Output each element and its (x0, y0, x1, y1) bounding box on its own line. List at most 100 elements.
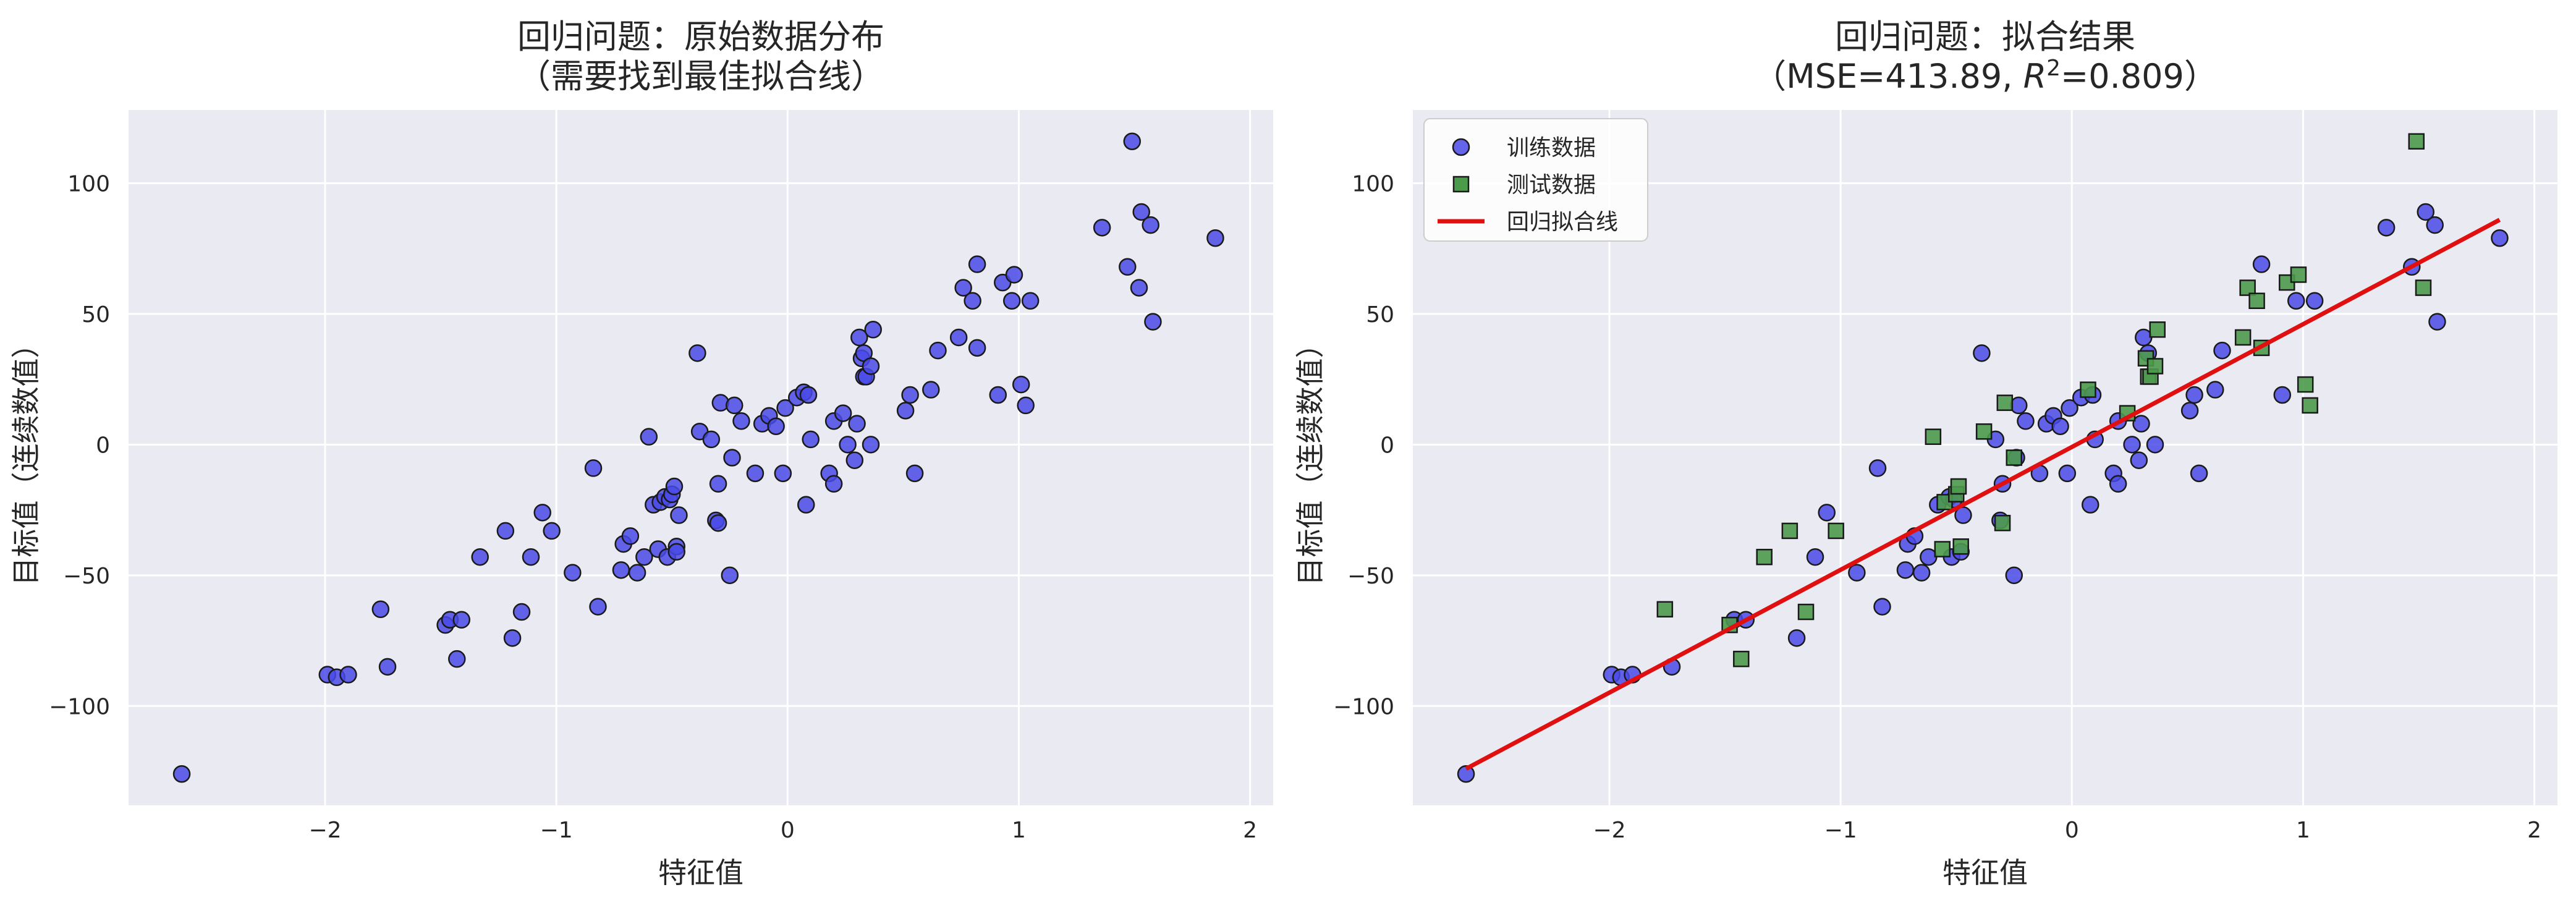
data-point (621, 527, 640, 545)
data-point (378, 658, 397, 676)
train-data-point (1818, 504, 1836, 522)
train-data-point (2109, 475, 2127, 493)
right-grid (1413, 110, 2557, 805)
data-point (949, 328, 968, 347)
train-data-point (2426, 216, 2444, 234)
y-tick-label: −50 (1347, 564, 1394, 589)
test-data-point (2149, 321, 2166, 338)
left-x-axis-label: 特征值 (658, 856, 744, 889)
train-data-point (2213, 341, 2231, 360)
test-data-point (1975, 423, 1993, 440)
test-data-point (1994, 514, 2011, 532)
data-point (776, 399, 794, 417)
legend-label: 回归拟合线 (1507, 210, 1618, 235)
data-point (512, 603, 531, 621)
data-point (670, 506, 688, 524)
data-point (503, 629, 522, 647)
y-tick-label: −50 (63, 564, 110, 589)
train-data-point (1806, 548, 1824, 566)
test-data-point (1797, 603, 1815, 621)
test-data-point (2415, 279, 2432, 296)
data-point (688, 344, 706, 362)
x-tick-label: 1 (2296, 818, 2310, 843)
test-data-point (2408, 133, 2425, 150)
data-point (968, 339, 986, 357)
data-point (862, 357, 880, 375)
right-tick-labels: −2 −1 0 1 2 −100 −50 0 50 100 (1333, 171, 2541, 843)
data-point (640, 428, 658, 446)
train-data-point (1868, 459, 1887, 477)
data-point (371, 600, 390, 619)
y-tick-label: 0 (96, 433, 110, 458)
data-point (667, 543, 685, 561)
test-data-point (1828, 522, 1844, 540)
train-data-point (2417, 203, 2434, 221)
x-tick-label: −1 (1824, 818, 1857, 843)
test-data-point (1781, 522, 1799, 540)
y-tick-label: 50 (1366, 302, 1394, 328)
data-point (845, 451, 864, 469)
left-tick-labels: −2 −1 0 1 2 −100 −50 0 50 100 (49, 171, 1257, 843)
test-data-point (2248, 292, 2265, 309)
test-data-point (2006, 449, 2023, 466)
data-point (896, 402, 915, 420)
data-point (802, 430, 820, 449)
data-point (1144, 313, 1162, 331)
right-data-points (1457, 133, 2509, 783)
left-y-axis-label: 目标值（连续数值） (9, 330, 43, 586)
data-point (1119, 258, 1137, 276)
train-data-point (2273, 386, 2292, 404)
train-data-point (2377, 219, 2396, 237)
y-tick-label: 100 (67, 171, 110, 197)
x-tick-label: 2 (1243, 818, 1257, 843)
left-plot-area (129, 110, 1273, 805)
data-point (723, 449, 741, 467)
train-data-point (2005, 566, 2023, 585)
right-chart-panel: −2 −1 0 1 2 −100 −50 0 50 100 回归问题：拟合结果 （MSE=413.… (1294, 17, 2557, 889)
data-point (635, 548, 653, 566)
test-data-point (2297, 376, 2314, 393)
train-data-point (2051, 417, 2069, 435)
data-point (1021, 292, 1040, 310)
data-point (834, 404, 852, 422)
train-data-point (2010, 396, 2028, 415)
data-point (954, 279, 972, 297)
right-subtitle-prefix: （MSE=413.89, (1753, 57, 2023, 96)
data-point (922, 381, 940, 399)
train-data-point (2428, 313, 2446, 331)
data-point (774, 464, 792, 483)
right-x-axis-label: 特征值 (1943, 856, 2028, 889)
legend-label: 测试数据 (1507, 172, 1596, 198)
data-point (589, 598, 607, 616)
data-point (172, 765, 191, 783)
data-point (612, 561, 630, 579)
test-data-point (1656, 601, 1674, 618)
test-data-point (1756, 548, 1773, 566)
x-tick-label: −1 (540, 818, 573, 843)
data-point (824, 475, 843, 493)
train-data-point (1873, 598, 1891, 616)
data-point (702, 430, 721, 449)
train-data-point (1912, 564, 1931, 582)
data-point (339, 666, 357, 684)
test-data-point (1925, 428, 1942, 445)
right-y-axis-label: 目标值（连续数值） (1294, 330, 1327, 586)
data-point (721, 566, 739, 585)
train-data-point (1848, 564, 1866, 582)
data-point (968, 255, 986, 273)
x-tick-label: 1 (1012, 818, 1026, 843)
left-chart-panel: −2 −1 0 1 2 −100 −50 0 50 100 回归问题：原始数据分布 （需要找到最佳… (9, 17, 1273, 889)
train-data-point (2130, 451, 2148, 469)
x-tick-label: 2 (2527, 818, 2541, 843)
legend-box (1423, 118, 1648, 242)
data-point (1017, 396, 1035, 415)
legend-label: 训练数据 (1507, 135, 1596, 161)
data-point (732, 412, 750, 430)
train-data-point (1787, 629, 1806, 647)
train-data-point (2146, 436, 2164, 454)
legend-circle-swatch (1452, 138, 1470, 156)
right-subtitle-suffix: =0.809） (2061, 57, 2218, 96)
data-point (452, 611, 471, 629)
data-point (1002, 292, 1021, 310)
